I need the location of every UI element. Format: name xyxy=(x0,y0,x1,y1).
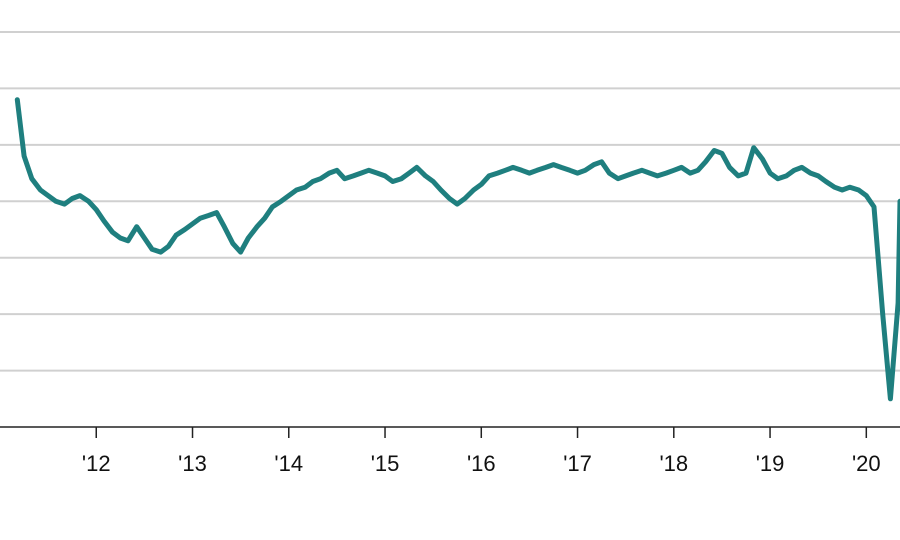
x-tick-label-7: '19 xyxy=(756,451,785,476)
x-tick-label-8: '20 xyxy=(852,451,881,476)
x-tick-label-4: '16 xyxy=(467,451,496,476)
x-tick-label-2: '14 xyxy=(274,451,303,476)
x-tick-label-5: '17 xyxy=(563,451,592,476)
x-axis-tick-labels: '12 '13 '14 '15 '16 '17 '18 '19 '20 xyxy=(82,451,881,476)
series-line xyxy=(14,97,900,402)
x-axis-ticks xyxy=(95,427,868,438)
x-tick-label-1: '13 xyxy=(178,451,207,476)
x-tick-label-0: '12 xyxy=(82,451,111,476)
x-tick-label-6: '18 xyxy=(659,451,688,476)
gridlines xyxy=(0,31,900,372)
x-tick-label-3: '15 xyxy=(371,451,400,476)
